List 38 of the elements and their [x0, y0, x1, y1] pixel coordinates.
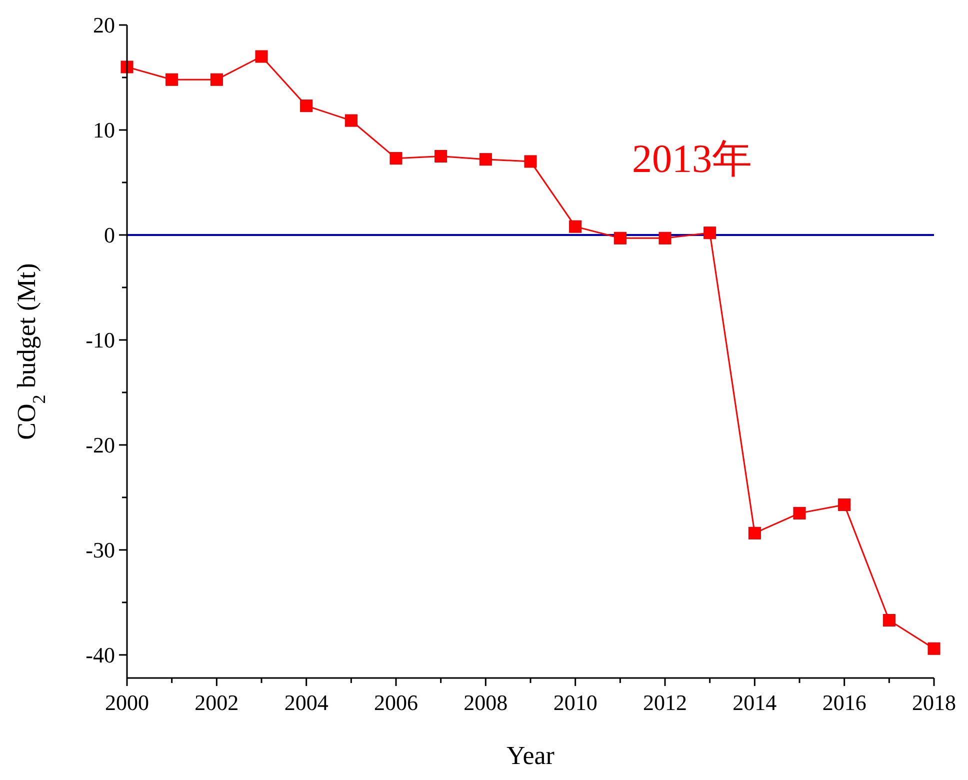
- point: [838, 498, 851, 512]
- point: [793, 506, 806, 520]
- x-tick-label: 2010: [553, 690, 598, 715]
- y-tick-label: -30: [86, 538, 115, 563]
- x-tick-label: 2002: [194, 690, 239, 715]
- x-tick-label: 2016: [822, 690, 866, 715]
- point: [928, 642, 940, 655]
- y-tick-label: 0: [104, 222, 115, 248]
- x-tick-label: 2006: [374, 690, 418, 715]
- point: [479, 153, 492, 166]
- point: [569, 220, 582, 233]
- point: [434, 150, 448, 162]
- point: [210, 73, 223, 86]
- point: [120, 60, 134, 74]
- y-tick-label: -20: [86, 432, 115, 458]
- point: [255, 50, 268, 63]
- point: [390, 152, 402, 165]
- y-tick-label: -40: [86, 642, 115, 668]
- annotation: 2013年: [632, 136, 752, 181]
- point: [704, 226, 716, 240]
- x-tick-label: 2004: [284, 690, 328, 715]
- y-tick-label: 10: [93, 118, 115, 143]
- x-tick-label: 2018: [912, 690, 956, 715]
- x-axis-title: Year: [506, 741, 555, 770]
- point: [300, 100, 313, 112]
- x-tick-label: 2014: [732, 690, 777, 715]
- y-tick-label: -10: [86, 328, 115, 353]
- point: [524, 155, 537, 168]
- point: [614, 232, 626, 244]
- point: [882, 614, 896, 627]
- y-tick-label: 20: [93, 12, 115, 38]
- point: [748, 526, 761, 540]
- x-tick-label: 2000: [105, 690, 149, 715]
- point: [166, 73, 178, 86]
- x-tick-label: 2008: [464, 690, 508, 715]
- point: [658, 232, 672, 244]
- x-tick-label: 2012: [643, 690, 687, 715]
- point: [344, 114, 358, 127]
